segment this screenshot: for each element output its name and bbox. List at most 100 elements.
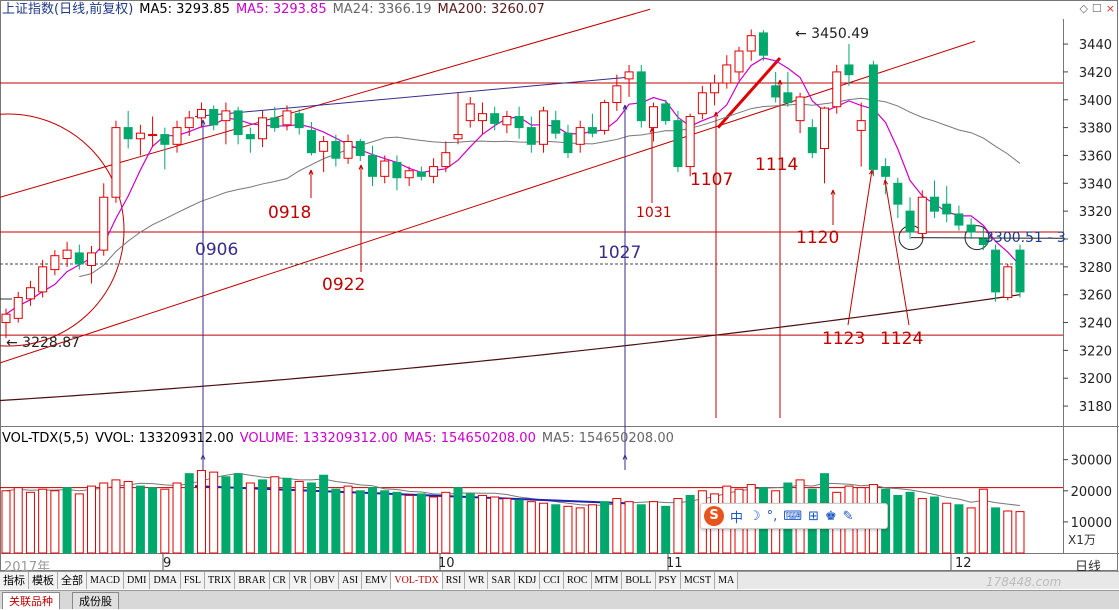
tab-indicator-mcst[interactable]: MCST [680,572,716,589]
volume-bar [270,476,280,554]
tab-related-products[interactable]: 关联品种 [2,592,60,609]
candle-body [221,110,231,122]
tab-indicator-vol-tdx[interactable]: VOL-TDX [391,572,443,589]
annot-right-price: 3300.51 - 3 [985,230,1066,246]
candle-body [587,127,597,134]
arrow-1031-head [649,127,655,133]
tab-indicator-dma[interactable]: DMA [150,572,181,589]
tab-indicator-vr[interactable]: VR [289,572,311,589]
candle-body [710,82,720,94]
volume-bar [991,507,1001,554]
volume-bar [526,501,536,554]
candle-body [1003,266,1013,298]
chinese-mode-icon[interactable]: 中 [730,510,744,526]
candle-body [380,160,390,177]
volume-bar [624,501,634,554]
volume-bar [1003,510,1013,554]
tab-indicator-sar[interactable]: SAR [488,572,515,589]
candle-body [270,117,280,129]
close-icon[interactable]: × [1105,2,1115,15]
tab-indicator-rsi[interactable]: RSI [442,572,466,589]
arrow-1027-head [622,104,628,110]
ma24-line [79,97,1021,278]
volume-info-row: VOL-TDX(5,5) VVOL: 133209312.00 VOLUME: 13… [2,430,680,448]
volume-bar [184,473,194,554]
candle-body [978,238,988,246]
candle-body [196,109,206,119]
tab-indicator-wr[interactable]: WR [465,572,489,589]
tab-indicator-cci[interactable]: CCI [540,572,564,589]
tab-indicator-psy[interactable]: PSY [655,572,681,589]
volume-bar [196,470,206,554]
volume-bar [429,496,439,554]
candle-body [685,115,695,168]
tab-indicator-brar[interactable]: BRAR [235,572,270,589]
window-controls: ◇ ☐ × [1075,2,1115,15]
volume-bar [135,485,145,554]
candle-body [416,171,426,177]
tab-indicator-trix[interactable]: TRIX [205,572,236,589]
arrow-1124-head [883,179,889,185]
tab-indicator-mtm[interactable]: MTM [591,572,623,589]
candle-body [233,110,243,136]
candle-body [477,113,487,122]
volume-bar [600,501,610,554]
tab-indicator-roc[interactable]: ROC [563,572,592,589]
x-label-sep: 9 [163,556,172,571]
grid-icon[interactable]: ⊞ [808,508,819,524]
sogou-logo-icon[interactable]: S [704,506,724,526]
volume-bar [221,476,231,554]
volume-bar [331,488,341,554]
volume-bar [25,491,35,554]
candle-body [453,134,463,140]
y-tick-label: 3200 [1079,372,1112,387]
diamond-icon[interactable]: ◇ [1079,2,1088,15]
tab-components[interactable]: 成份股 [72,592,119,609]
ma200-label: MA200: 3260.07 [437,2,545,17]
candle-body [954,213,964,226]
bottom-tab-bar: 关联品种 成份股 [0,590,1119,609]
volume-bar [282,477,292,554]
ma5-label: MA5: 3293.85 [139,2,230,17]
tab-indicator-kdj[interactable]: KDJ [514,572,541,589]
tab-indicator-obv[interactable]: OBV [310,572,339,589]
tab-indicator-指标[interactable]: 指标 [0,572,29,589]
chart-canvas[interactable]: 3180 3200 3220 3240 3260 3280 3300 3320 3340 3360… [0,0,1119,571]
keyboard-icon[interactable]: ⌨ [783,508,803,524]
ime-toolbar[interactable]: S 中 ☽ °, ⌨ ⊞ ♚ ✎ [700,503,888,529]
candle-body [294,113,304,129]
volume-bar [1015,511,1025,554]
date-label-0922: 0922 [322,275,365,295]
candle-body [844,64,854,76]
candle-body [355,141,365,156]
tab-indicator-emv[interactable]: EMV [362,572,392,589]
candle-body [661,103,671,122]
candle-body [74,252,84,265]
y-tick-label: 3420 [1079,66,1112,81]
tab-indicator-boll[interactable]: BOLL [622,572,656,589]
punctuation-icon[interactable]: °, [766,508,778,524]
candle-body [1015,249,1025,293]
moon-icon[interactable]: ☽ [749,508,761,524]
candle-body [25,287,35,300]
ma5-magenta-label: MA5: 3293.85 [235,2,327,17]
arrow-1124 [884,179,910,326]
vol-arrow-1027-head [622,454,628,460]
tab-indicator-模板[interactable]: 模板 [29,572,58,589]
tab-indicator-fsl[interactable]: FSL [180,572,206,589]
tab-indicator-ma[interactable]: MA [715,572,739,589]
wrench-icon[interactable]: ✎ [842,508,854,524]
date-label-0906: 0906 [195,240,238,260]
shirt-icon[interactable]: ♚ [824,508,837,524]
candle-body [38,266,48,293]
y-tick-label: 3180 [1079,400,1112,415]
volume-bar [978,488,988,554]
tab-indicator-全部[interactable]: 全部 [58,572,87,589]
date-label-1031: 1031 [636,205,672,221]
tab-indicator-dmi[interactable]: DMI [124,572,151,589]
square-icon[interactable]: ☐ [1091,2,1102,15]
volume-bar [575,507,585,554]
tab-indicator-macd[interactable]: MACD [87,572,125,589]
tab-indicator-asi[interactable]: ASI [339,572,363,589]
tab-indicator-cr[interactable]: CR [269,572,290,589]
